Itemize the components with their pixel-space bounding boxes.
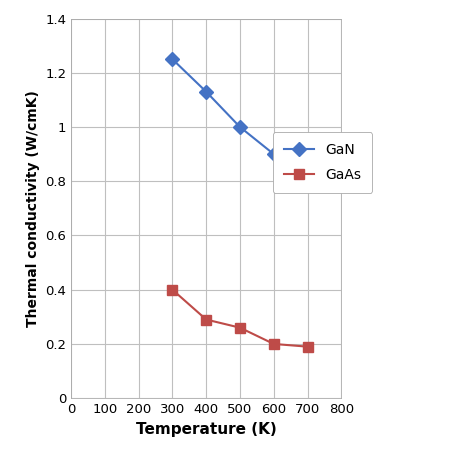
GaAs: [203, 317, 209, 322]
GaAs: [170, 287, 175, 293]
GaAs: [271, 341, 276, 347]
GaAs: [237, 325, 243, 331]
GaN: [203, 89, 209, 94]
Line: GaN: GaN: [167, 54, 312, 167]
GaN: [271, 151, 276, 157]
GaN: [237, 124, 243, 130]
Legend: GaN, GaAs: GaN, GaAs: [273, 132, 373, 193]
X-axis label: Temperature (K): Temperature (K): [136, 422, 276, 437]
GaAs: [305, 344, 310, 350]
GaN: [170, 56, 175, 62]
Y-axis label: Thermal conductivity (W/cmK): Thermal conductivity (W/cmK): [26, 90, 39, 327]
Line: GaAs: GaAs: [167, 285, 312, 351]
GaN: [305, 159, 310, 165]
